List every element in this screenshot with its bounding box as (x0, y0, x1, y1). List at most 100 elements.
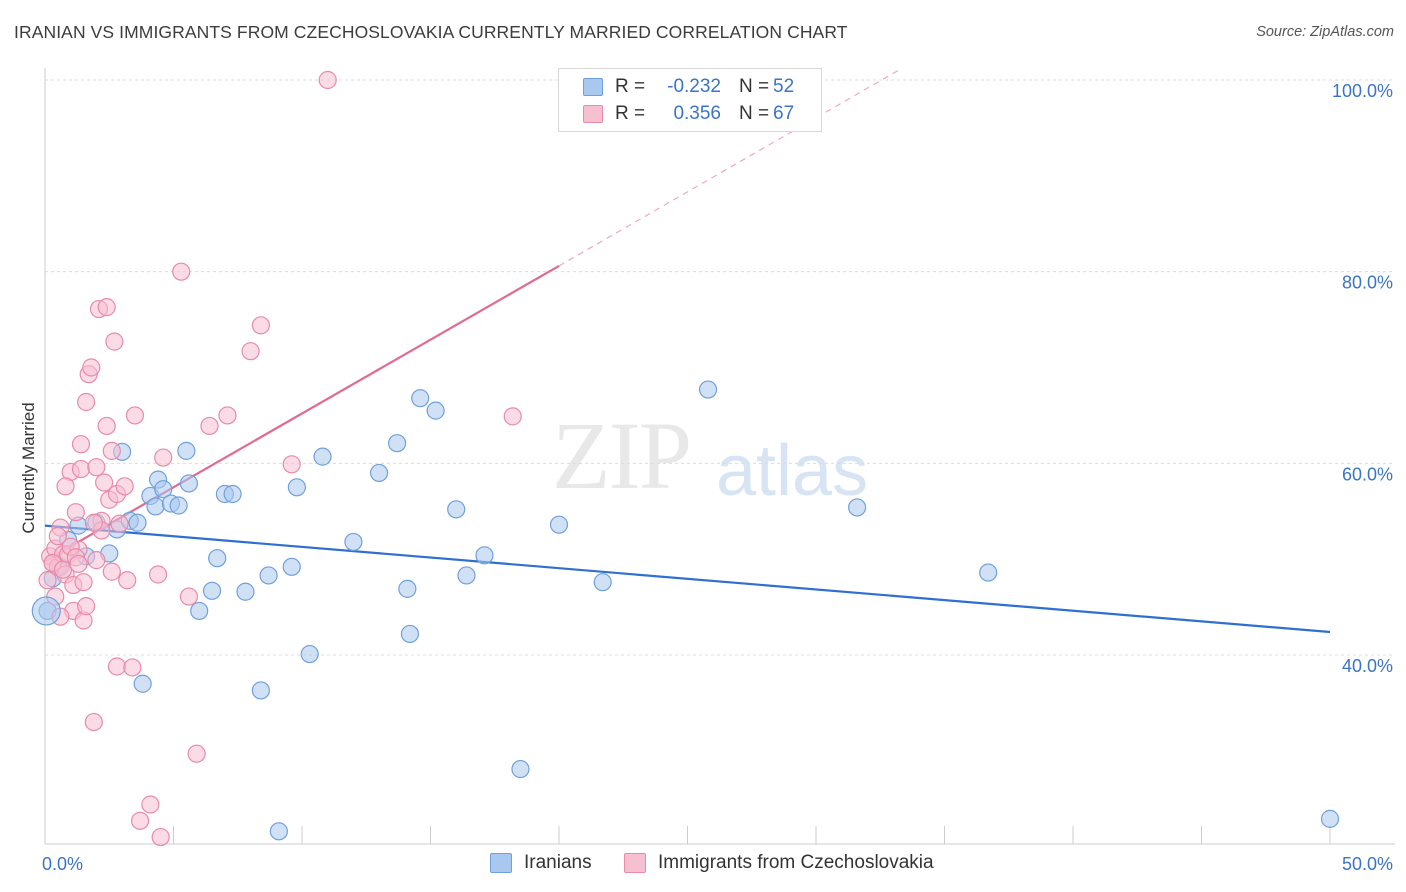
source-label: Source: ZipAtlas.com (1256, 24, 1394, 40)
tick-labels: 40.0% 60.0% 80.0% 100.0% 0.0% 50.0% Currently … (19, 81, 1393, 874)
point-czechoslovakia (69, 554, 88, 574)
x-tick-label: 0.0% (42, 854, 83, 874)
legend-n-value: 67 (773, 103, 795, 124)
point-iranians (475, 546, 494, 565)
point-czechoslovakia (172, 262, 191, 281)
point-iranians (31, 596, 61, 626)
axes (44, 68, 1395, 845)
trend-lines (44, 69, 1331, 634)
point-czechoslovakia (179, 587, 199, 606)
legend-r-label: R = (615, 103, 646, 124)
point-iranians (447, 500, 466, 519)
y-tick-label: 100.0% (1332, 81, 1393, 101)
point-czechoslovakia (97, 298, 116, 317)
point-iranians (698, 380, 718, 399)
point-iranians (287, 478, 306, 497)
point-iranians (398, 579, 417, 598)
point-iranians (190, 601, 209, 621)
point-czechoslovakia (66, 503, 85, 522)
point-czechoslovakia (123, 658, 142, 677)
point-czechoslovakia (87, 458, 106, 477)
point-iranians (146, 497, 165, 516)
point-czechoslovakia (318, 70, 337, 90)
legend-swatch-blue (490, 853, 512, 873)
point-iranians (282, 557, 301, 576)
point-czechoslovakia (107, 657, 127, 676)
point-czechoslovakia (102, 441, 121, 460)
point-iranians (223, 484, 242, 504)
legend-n-label: N = (739, 76, 770, 97)
legend-swatch-blue (583, 78, 603, 96)
point-czechoslovakia (218, 406, 237, 425)
point-czechoslovakia (71, 459, 91, 479)
point-iranians (979, 563, 998, 582)
point-iranians (593, 573, 612, 592)
point-iranians (313, 447, 332, 466)
series-legend: Iranians Immigrants from Czechoslovakia (0, 852, 1406, 878)
y-tick-label: 80.0% (1342, 273, 1393, 293)
legend-n-value: 52 (773, 76, 795, 97)
point-czechoslovakia (82, 358, 101, 377)
point-iranians (411, 389, 430, 408)
point-iranians (251, 681, 270, 700)
point-czechoslovakia (154, 448, 173, 467)
point-iranians (457, 566, 476, 585)
point-czechoslovakia (187, 744, 206, 763)
legend-row-iranians: R = -0.232 N = 52 (583, 74, 794, 100)
legend-swatch-pink (624, 853, 646, 873)
point-iranians (179, 474, 199, 493)
point-czechoslovakia (105, 332, 124, 351)
point-iranians (169, 496, 188, 515)
point-czechoslovakia (53, 560, 73, 579)
point-czechoslovakia (125, 406, 145, 425)
point-czechoslovakia (84, 513, 103, 532)
point-iranians (426, 401, 445, 420)
watermark-atlas: atlas (716, 431, 869, 511)
point-iranians (848, 498, 867, 517)
x-tick-label: 50.0% (1342, 854, 1393, 874)
point-iranians (259, 566, 278, 585)
legend-swatch-pink (583, 105, 603, 123)
point-iranians (269, 822, 288, 841)
point-iranians (133, 674, 152, 693)
point-czechoslovakia (251, 316, 270, 335)
legend-label: Immigrants from Czechoslovakia (658, 852, 934, 873)
point-czechoslovakia (48, 527, 67, 546)
trend-line-iranians (44, 524, 1331, 634)
y-tick-label: 40.0% (1342, 656, 1393, 676)
grid-lines (45, 79, 1395, 656)
point-iranians (387, 434, 407, 453)
point-czechoslovakia (503, 407, 522, 426)
point-czechoslovakia (97, 416, 116, 436)
point-czechoslovakia (71, 435, 91, 454)
point-czechoslovakia (77, 392, 96, 412)
legend-n-label: N = (739, 103, 770, 124)
legend-item-czechoslovakia[interactable]: Immigrants from Czechoslovakia (624, 852, 934, 874)
point-iranians (128, 513, 147, 532)
point-czechoslovakia (110, 514, 129, 533)
y-tick-label: 60.0% (1342, 464, 1393, 484)
point-czechoslovakia (200, 416, 219, 436)
point-iranians (154, 480, 173, 499)
legend-r-label: R = (615, 76, 646, 97)
point-czechoslovakia (74, 573, 93, 592)
chart-title: IRANIAN VS IMMIGRANTS FROM CZECHOSLOVAKI… (14, 22, 848, 42)
stats-legend: R = -0.232 N = 52 R = 0.356 N = 67 (558, 68, 822, 132)
legend-row-czechoslovakia: R = 0.356 N = 67 (583, 101, 794, 127)
legend-item-iranians[interactable]: Iranians (490, 852, 592, 874)
point-czechoslovakia (282, 455, 301, 474)
watermark-zip: ZIP (552, 402, 692, 509)
point-czechoslovakia (38, 571, 57, 590)
y-axis-label: Currently Married (19, 402, 38, 533)
point-iranians (370, 463, 389, 483)
point-czechoslovakia (115, 477, 134, 496)
point-czechoslovakia (141, 795, 160, 814)
point-iranians (511, 759, 530, 779)
point-iranians (344, 532, 363, 552)
point-czechoslovakia (148, 565, 168, 584)
point-czechoslovakia (130, 811, 150, 830)
point-iranians (177, 441, 196, 460)
point-czechoslovakia (241, 342, 260, 361)
point-iranians (236, 582, 255, 601)
